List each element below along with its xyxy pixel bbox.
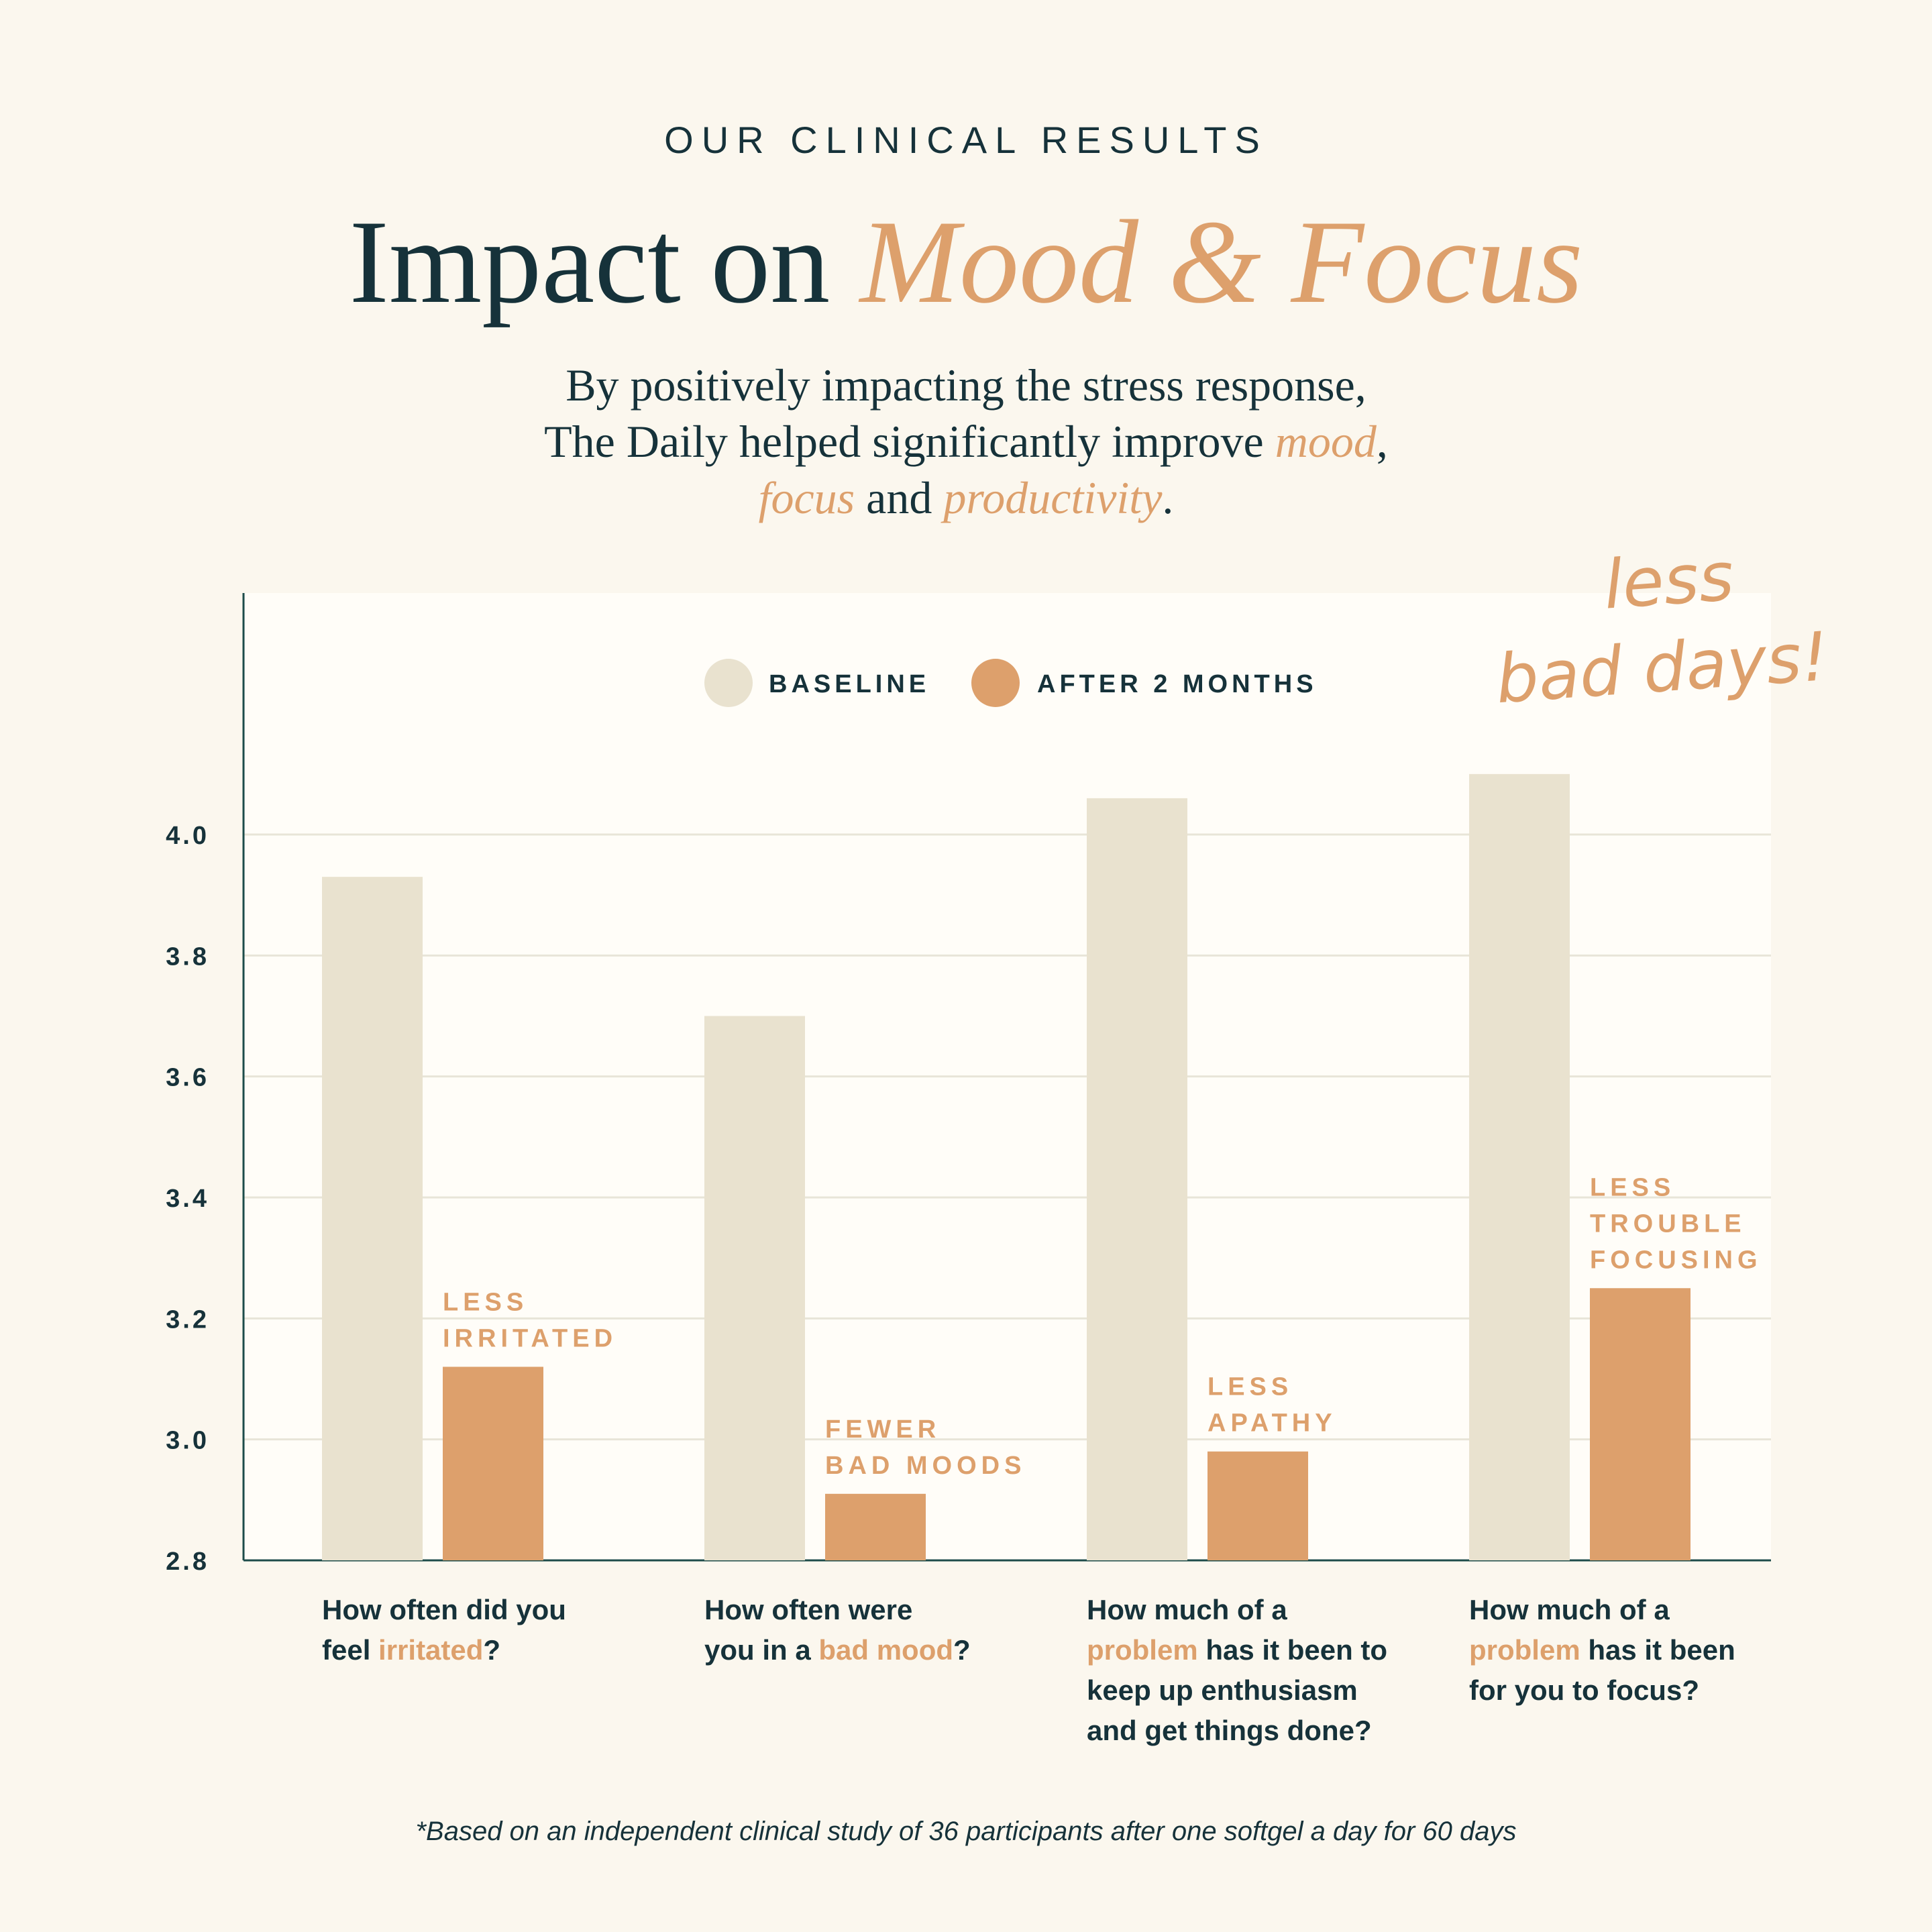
question-2-line-2: you in a bad mood? [704,1630,971,1670]
question-3: How much of a problem has it been to kee… [1087,1590,1387,1751]
callout-line-2: bad days! [1493,617,1831,718]
question-3-text: has it been to [1197,1634,1388,1666]
y-tick-label: 3.8 [166,943,209,971]
bar-annotation: LESS [1590,1173,1675,1201]
bar-annotation: BAD MOODS [825,1452,1026,1480]
question-4-highlight: problem [1469,1634,1580,1666]
bar-annotation: LESS [1208,1373,1293,1401]
y-tick-label: 4.0 [166,822,209,850]
subtitle-line-3-mid: and [855,472,944,523]
bar-annotation: FOCUSING [1590,1246,1762,1274]
title-accent: Mood & Focus [859,195,1583,328]
y-tick-label: 2.8 [166,1548,209,1576]
after-bar [825,1493,926,1560]
footnote: *Based on an independent clinical study … [415,1817,1517,1846]
question-3-line-1: How much of a [1087,1594,1287,1625]
subtitle-line-2-text: The Daily helped significantly improve [544,416,1275,467]
subtitle: By positively impacting the stress respo… [0,357,1932,526]
question-4-line-3: for you to focus? [1469,1674,1699,1706]
question-2-highlight: bad mood [818,1634,954,1666]
subtitle-line-2-end: , [1376,416,1388,467]
question-1-end: ? [483,1634,501,1666]
bar-annotation: IRRITATED [443,1324,617,1352]
bar-annotation: LESS [443,1288,528,1316]
subtitle-line-1: By positively impacting the stress respo… [566,360,1366,411]
question-2-line-1: How often were [704,1594,913,1625]
question-1-line-2: feel irritated? [322,1630,566,1670]
subtitle-line-3-end: . [1162,472,1174,523]
subtitle-line-2: The Daily helped significantly improve m… [0,413,1932,470]
y-tick-label: 3.2 [166,1305,209,1334]
question-1-line-1: How often did you [322,1594,566,1625]
baseline-bar [704,1016,805,1560]
eyebrow: OUR CLINICAL RESULTS [664,119,1268,161]
baseline-bar [1087,798,1187,1560]
bar-annotation: FEWER [825,1415,941,1444]
legend-baseline-label: BASELINE [769,670,930,698]
question-1-highlight: irritated [378,1634,484,1666]
legend-after-label: AFTER 2 MONTHS [1037,670,1318,698]
after-bar [1208,1451,1308,1560]
legend-baseline-swatch [704,659,753,707]
question-3-line-4: and get things done? [1087,1715,1372,1746]
bar-annotation: APATHY [1208,1409,1337,1438]
subtitle-line-3: focus and productivity. [0,470,1932,526]
question-4-line-1: How much of a [1469,1594,1670,1625]
question-3-line-3: keep up enthusiasm [1087,1674,1358,1706]
legend-after-swatch [971,659,1020,707]
question-3-line-2: problem has it been to [1087,1630,1387,1670]
question-1-text: feel [322,1634,379,1666]
y-tick-label: 3.0 [166,1427,209,1455]
question-2-end: ? [953,1634,971,1666]
question-4: How much of a problem has it been for yo… [1469,1590,1735,1711]
subtitle-accent-productivity: productivity [943,472,1163,523]
page-title: Impact on Mood & Focus [0,195,1932,329]
title-main: Impact on [349,195,860,328]
after-bar [1590,1288,1690,1560]
question-2: How often were you in a bad mood? [704,1590,971,1670]
baseline-bar [322,877,423,1560]
bar-annotation: TROUBLE [1590,1210,1746,1238]
question-1: How often did you feel irritated? [322,1590,566,1670]
callout-line-1: less [1601,537,1736,624]
question-4-text: has it been [1580,1634,1735,1666]
question-3-highlight: problem [1087,1634,1198,1666]
y-tick-label: 3.4 [166,1185,209,1213]
y-tick-label: 3.6 [166,1064,209,1092]
baseline-bar [1469,773,1570,1560]
question-4-line-2: problem has it been [1469,1630,1735,1670]
question-2-text: you in a [704,1634,819,1666]
subtitle-accent-mood: mood [1275,416,1377,467]
subtitle-accent-focus: focus [758,472,855,523]
after-bar [443,1366,543,1560]
